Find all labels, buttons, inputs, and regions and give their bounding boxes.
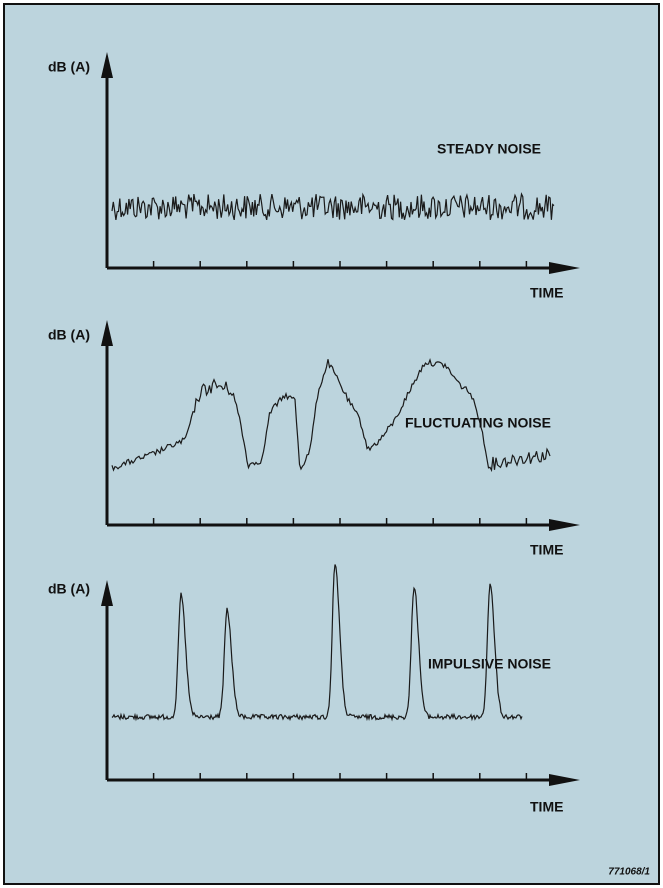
curve-label: STEADY NOISE [437,141,541,157]
arrow [101,320,113,346]
figure-code: 771068/1 [608,867,650,878]
x-label: TIME [530,285,563,301]
x-label: TIME [530,799,563,815]
axes [101,52,580,786]
x-label: TIME [530,542,563,558]
arrow [549,774,580,786]
y-label: dB (A) [48,581,90,597]
impulsive-noise-curve [111,564,523,722]
arrow [101,580,113,606]
steady-noise-curve [111,192,555,221]
curve-label: IMPULSIVE NOISE [428,656,551,672]
arrow [549,262,580,274]
y-label: dB (A) [48,327,90,343]
curve-label: FLUCTUATING NOISE [405,415,551,431]
arrow [101,52,113,78]
fluctuating-noise-curve [111,357,551,473]
arrow [549,519,580,531]
y-label: dB (A) [48,59,90,75]
frame [3,3,660,885]
